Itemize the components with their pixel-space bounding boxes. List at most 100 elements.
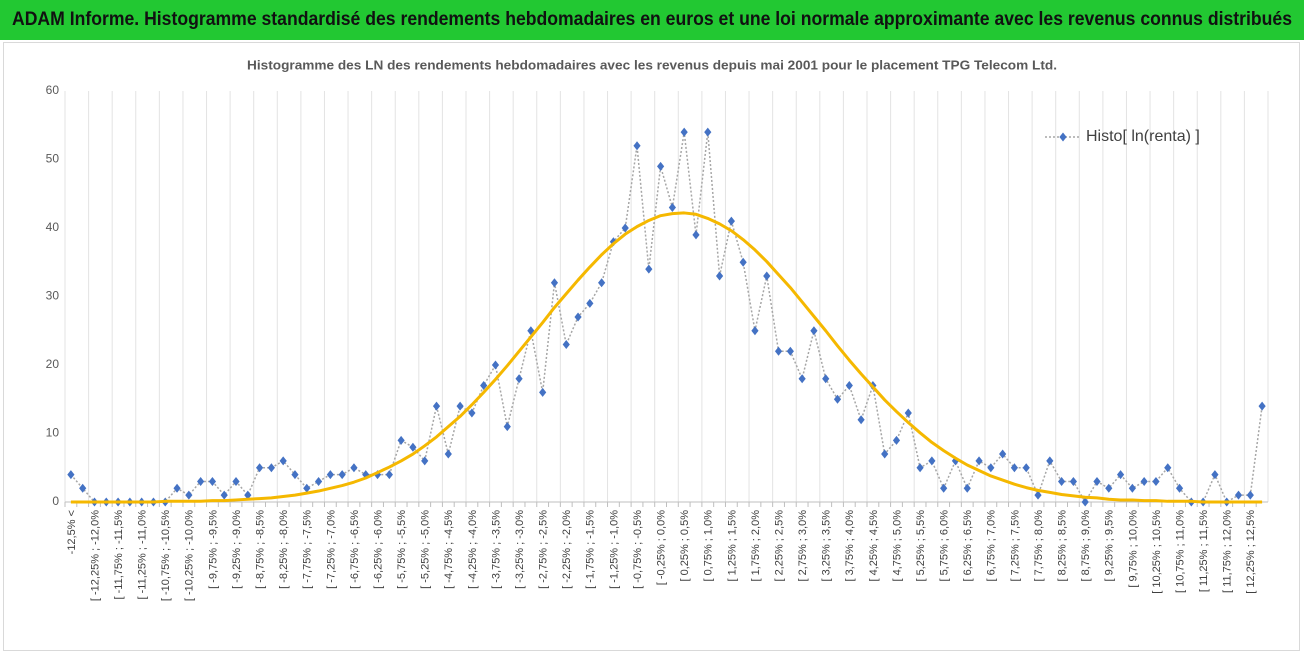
data-point — [456, 401, 464, 411]
data-point — [539, 387, 547, 397]
x-tick-label: [ -0,25% ; 0,0% — [656, 510, 668, 585]
x-tick-label: [ 5,75% ; 6,0% — [939, 510, 951, 582]
x-tick-label: [ 8,75% ; 9,0% — [1080, 510, 1092, 582]
data-point — [857, 415, 865, 425]
x-tick-label: [ -8,25% ; -8,0% — [278, 510, 290, 589]
x-tick-label: [ 10,75% ; 11,0% — [1174, 510, 1186, 593]
x-tick-label: [ 2,75% ; 3,0% — [797, 510, 809, 582]
x-tick-label: [ -8,75% ; -8,5% — [255, 510, 267, 589]
data-point — [1022, 463, 1030, 473]
legend-marker — [1059, 132, 1067, 142]
x-tick-label: [ -10,25% ; -10,0% — [184, 510, 196, 601]
data-point — [491, 360, 500, 370]
data-point — [963, 483, 971, 493]
data-point — [232, 476, 240, 486]
x-tick-label: [ -12,25% ; -12,0% — [89, 510, 101, 601]
data-point — [1093, 476, 1101, 486]
data-point — [197, 476, 205, 486]
data-point — [444, 449, 452, 459]
data-point — [314, 476, 323, 486]
data-point — [432, 401, 441, 411]
data-point — [940, 483, 948, 493]
data-point — [468, 408, 476, 418]
data-point — [786, 346, 794, 356]
data-point — [1258, 401, 1266, 411]
data-point — [928, 456, 936, 466]
data-point — [1128, 483, 1136, 493]
y-tick-label: 50 — [46, 152, 60, 166]
x-tick-label: [ -3,25% ; -3,0% — [514, 510, 526, 589]
data-point — [822, 374, 830, 384]
data-point — [1069, 476, 1077, 486]
data-point — [1105, 483, 1113, 493]
x-tick-label: [ 9,75% ; 10,0% — [1127, 510, 1139, 588]
data-point — [1152, 476, 1160, 486]
x-tick-label: [ 6,25% ; 6,5% — [962, 510, 974, 582]
data-point — [185, 490, 193, 500]
data-point — [208, 476, 217, 486]
data-point — [763, 271, 771, 281]
data-point — [421, 456, 429, 466]
x-tick-label: [ -0,75% ; -0,5% — [632, 510, 644, 589]
x-tick-label: [ -9,25% ; -9,0% — [231, 510, 243, 589]
data-point — [220, 490, 228, 500]
x-tick-label: [ -7,75% ; -7,5% — [302, 510, 314, 589]
data-point — [633, 141, 641, 151]
data-point — [1116, 470, 1125, 480]
data-point — [338, 470, 346, 480]
data-point — [715, 271, 724, 281]
x-tick-label: [ -1,75% ; -1,5% — [585, 510, 597, 589]
data-point — [739, 257, 747, 267]
legend-label: Histo[ ln(renta) ] — [1086, 128, 1200, 145]
x-tick-label: [ -1,25% ; -1,0% — [608, 510, 620, 589]
x-tick-label: [ 3,25% ; 3,5% — [821, 510, 833, 582]
data-point — [267, 463, 275, 473]
data-point — [244, 490, 252, 500]
data-point — [1058, 476, 1066, 486]
y-tick-label: 20 — [46, 357, 60, 371]
x-tick-label: [ -6,75% ; -6,5% — [349, 510, 361, 589]
data-point — [1211, 470, 1219, 480]
x-tick-label: [ -11,75% ; -11,5% — [113, 510, 125, 600]
x-tick-label: [ 7,75% ; 8,0% — [1033, 510, 1045, 582]
y-tick-label: 60 — [46, 83, 60, 97]
x-tick-label: [ -2,75% ; -2,5% — [538, 510, 550, 589]
data-point — [892, 435, 901, 445]
data-point — [987, 463, 995, 473]
x-tick-label: [ -4,75% ; -4,5% — [443, 510, 455, 589]
data-point — [845, 381, 853, 391]
data-point — [621, 223, 629, 233]
data-point — [999, 449, 1007, 459]
data-point — [256, 463, 264, 473]
data-point — [598, 278, 606, 288]
data-point — [881, 449, 889, 459]
x-tick-label: [ 9,25% ; 9,5% — [1104, 510, 1116, 582]
header-title: ADAM Informe. Histogramme standardisé de… — [12, 9, 1292, 30]
x-tick-label: [ 1,25% ; 1,5% — [726, 510, 738, 582]
data-point — [798, 374, 806, 384]
data-point — [385, 470, 393, 480]
data-point — [975, 456, 983, 466]
data-point — [1081, 497, 1089, 507]
x-tick-label: [ 10,25% ; 10,5% — [1151, 510, 1163, 594]
data-point — [1046, 456, 1054, 466]
data-point — [586, 298, 594, 308]
data-point — [79, 483, 87, 493]
x-tick-label: [ 2,25% ; 2,5% — [773, 510, 785, 582]
x-tick-label: [ 7,25% ; 7,5% — [1009, 510, 1021, 582]
normal-curve — [70, 211, 1263, 504]
data-point — [562, 339, 570, 349]
data-point — [645, 264, 653, 274]
x-tick-label: [ 6,75% ; 7,0% — [986, 510, 998, 582]
y-tick-label: 40 — [46, 220, 60, 234]
y-tick-label: 0 — [52, 494, 59, 508]
x-tick-label: [ 3,75% ; 4,0% — [844, 510, 856, 582]
data-point — [503, 422, 511, 432]
data-point — [303, 483, 311, 493]
x-tick-label: [ 1,75% ; 2,0% — [750, 510, 762, 582]
data-point — [1010, 463, 1019, 473]
x-tick-label: [ -6,25% ; -6,0% — [372, 510, 384, 589]
data-point — [291, 470, 299, 480]
x-tick-label: [ -2,25% ; -2,0% — [561, 510, 573, 589]
